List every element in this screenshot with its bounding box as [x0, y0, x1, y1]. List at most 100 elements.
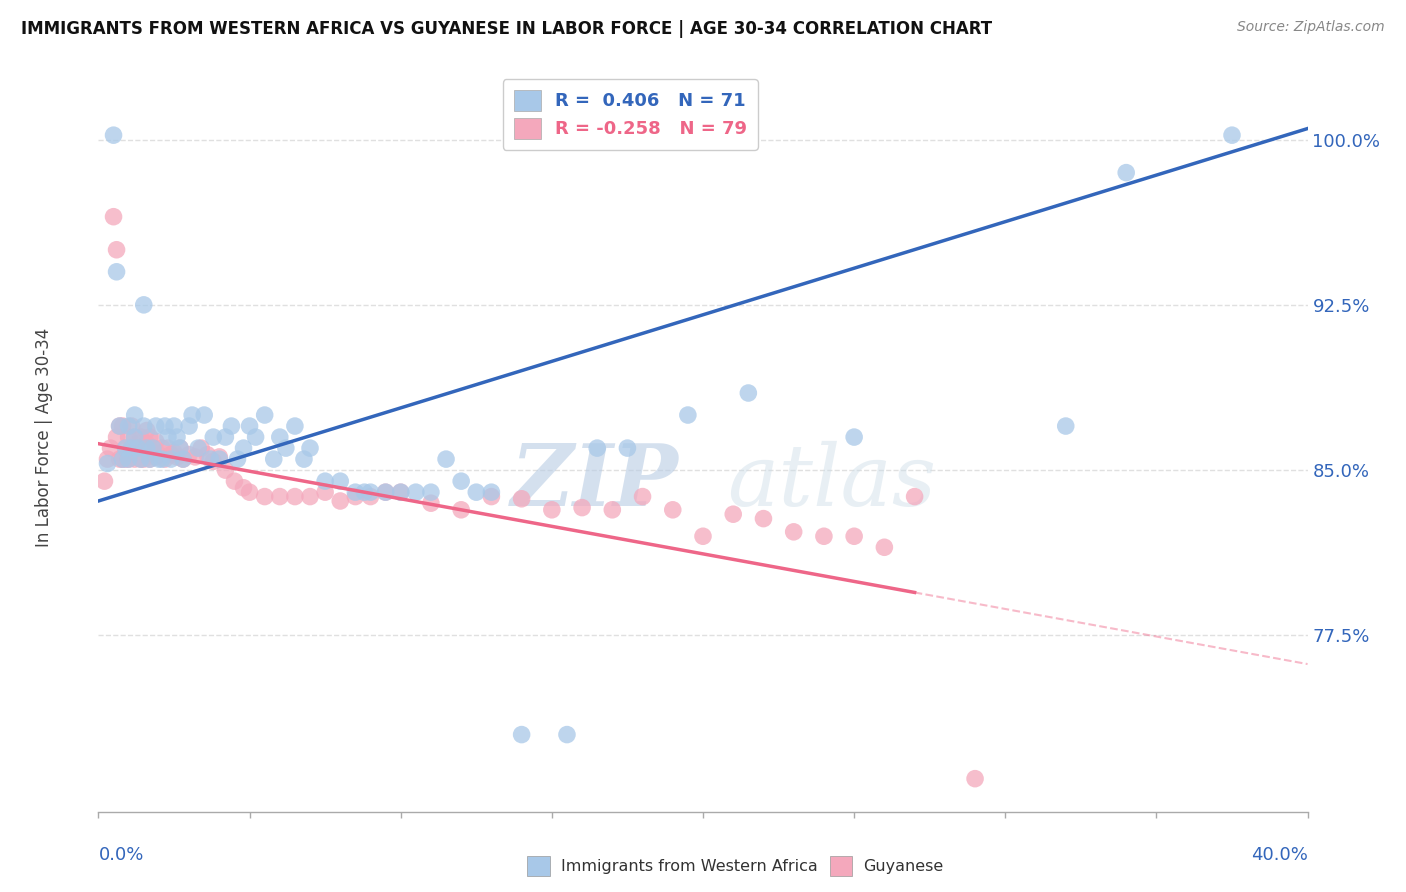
Point [150, 441, 173, 455]
Point [873, 541, 896, 555]
Point [96, 452, 118, 467]
Point [118, 452, 141, 467]
Point [540, 503, 562, 517]
Point [571, 500, 593, 515]
Point [124, 430, 146, 444]
Point [142, 445, 165, 459]
Point [156, 441, 179, 455]
Point [179, 419, 201, 434]
Point [292, 452, 315, 467]
Point [108, 419, 131, 434]
Point [111, 452, 134, 467]
Point [360, 485, 382, 500]
Point [181, 408, 204, 422]
Point [114, 441, 136, 455]
Point [163, 445, 186, 459]
Point [510, 491, 533, 506]
Point [111, 419, 134, 434]
Point [129, 452, 152, 467]
Point [481, 485, 503, 500]
Point [232, 481, 254, 495]
Point [121, 441, 143, 455]
Point [586, 441, 609, 455]
Point [118, 419, 141, 434]
Point [208, 450, 231, 464]
Point [103, 210, 125, 224]
Point [139, 452, 162, 467]
Point [118, 430, 141, 444]
Legend: R =  0.406   N = 71, R = -0.258   N = 79: R = 0.406 N = 71, R = -0.258 N = 79 [503, 79, 758, 150]
Point [135, 441, 157, 455]
Point [510, 728, 533, 742]
Point [353, 485, 375, 500]
Point [121, 441, 143, 455]
Point [284, 419, 307, 434]
Point [813, 529, 835, 543]
Point [135, 424, 157, 438]
Point [190, 441, 212, 455]
Text: IMMIGRANTS FROM WESTERN AFRICA VS GUYANESE IN LABOR FORCE | AGE 30-34 CORRELATIO: IMMIGRANTS FROM WESTERN AFRICA VS GUYANE… [21, 20, 993, 37]
Point [150, 452, 173, 467]
Point [114, 441, 136, 455]
Point [844, 529, 866, 543]
Point [420, 485, 443, 500]
Point [124, 452, 146, 467]
Point [253, 490, 276, 504]
Point [156, 430, 179, 444]
Point [692, 529, 714, 543]
Point [127, 436, 149, 450]
Point [139, 452, 162, 467]
Point [616, 441, 638, 455]
Point [124, 408, 146, 422]
Point [269, 430, 291, 444]
Point [214, 430, 236, 444]
Point [124, 430, 146, 444]
Point [127, 441, 149, 455]
Point [184, 450, 207, 464]
Point [420, 496, 443, 510]
Point [344, 485, 367, 500]
Point [153, 419, 176, 434]
Point [631, 490, 654, 504]
Point [389, 485, 412, 500]
Point [93, 474, 115, 488]
Point [145, 419, 167, 434]
Point [844, 430, 866, 444]
Point [224, 474, 246, 488]
Point [153, 452, 176, 467]
Point [723, 507, 745, 521]
Point [121, 419, 143, 434]
Point [329, 474, 352, 488]
Point [179, 448, 201, 462]
Point [737, 386, 759, 401]
Point [239, 485, 262, 500]
Point [132, 452, 155, 467]
Point [114, 452, 136, 467]
Point [481, 490, 503, 504]
Point [314, 474, 336, 488]
Point [202, 430, 225, 444]
Text: 40.0%: 40.0% [1251, 847, 1308, 864]
Point [195, 448, 218, 462]
Point [135, 436, 157, 450]
Point [142, 441, 165, 455]
Point [1115, 166, 1137, 180]
Point [105, 243, 128, 257]
Point [163, 419, 186, 434]
Point [1220, 128, 1243, 143]
Point [263, 452, 285, 467]
Point [139, 430, 162, 444]
Point [132, 441, 155, 455]
Point [96, 457, 118, 471]
Point [142, 441, 165, 455]
Point [329, 494, 352, 508]
Point [465, 485, 488, 500]
Text: Source: ZipAtlas.com: Source: ZipAtlas.com [1237, 20, 1385, 34]
Point [129, 452, 152, 467]
Point [214, 463, 236, 477]
Point [661, 503, 683, 517]
Point [118, 452, 141, 467]
Point [245, 430, 267, 444]
Point [221, 419, 243, 434]
Point [166, 430, 188, 444]
